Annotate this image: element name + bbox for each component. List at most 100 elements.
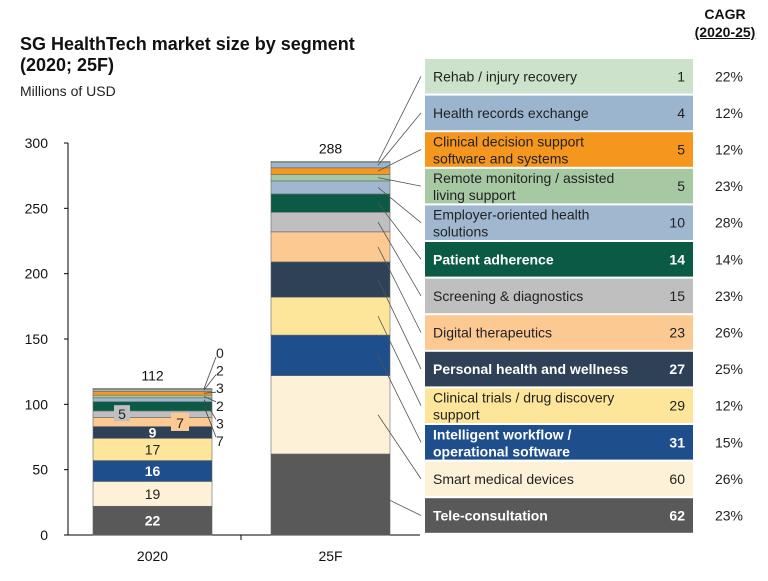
bar-segment (92, 481, 213, 507)
data-label: 2 (216, 398, 224, 414)
legend-label: Health records exchange (433, 105, 589, 121)
legend-value: 60 (669, 471, 685, 487)
legend-box (425, 132, 693, 167)
bar-segment (92, 401, 213, 412)
data-label: 7 (216, 433, 224, 449)
cagr-value: 12% (715, 105, 743, 121)
leader-line (203, 391, 217, 394)
connector-line (377, 187, 422, 224)
legend-box (425, 425, 693, 460)
bar-segment (270, 375, 391, 455)
data-label: 3 (216, 415, 224, 431)
bar-segment (270, 334, 391, 376)
connector-line (377, 315, 422, 406)
bar-segment (92, 390, 213, 396)
bar-segment (270, 167, 391, 175)
legend-label: Employer-oriented health (433, 207, 589, 223)
cagr-value: 26% (715, 471, 743, 487)
y-tick-label: 150 (25, 331, 49, 347)
cagr-value: 12% (715, 142, 743, 158)
cagr-value: 14% (715, 251, 743, 267)
bar-segment (92, 388, 213, 390)
legend-label: software and systems (433, 151, 568, 167)
legend-box (425, 242, 693, 277)
bar-segment (270, 211, 391, 233)
connector-line (377, 494, 422, 516)
connector-line (377, 76, 422, 163)
legend-box (425, 498, 693, 533)
bar-segment (270, 180, 391, 195)
legend-box (425, 388, 693, 423)
cagr-value: 23% (715, 178, 743, 194)
legend-label: Smart medical devices (433, 471, 574, 487)
legend-value: 15 (669, 288, 685, 304)
x-tick-label: 2020 (137, 548, 168, 564)
data-label: 0 (216, 345, 224, 361)
legend-value: 5 (677, 178, 685, 194)
legend-value: 62 (669, 508, 685, 524)
leader-line (203, 399, 217, 420)
bar-segment (270, 174, 391, 182)
connector-line (377, 112, 422, 166)
data-label: 3 (216, 380, 224, 396)
data-label: 2 (216, 363, 224, 379)
connector-line (377, 221, 422, 297)
connector-line (377, 246, 422, 333)
legend-box (425, 95, 693, 131)
data-label: 17 (145, 441, 161, 457)
bar-segment (270, 193, 391, 213)
cagr-value: 25% (715, 361, 743, 377)
bar-segment (270, 231, 391, 263)
cagr-value: 12% (715, 398, 743, 414)
bar-segment (270, 162, 391, 169)
legend-value: 10 (669, 215, 685, 231)
bar-segment (270, 296, 391, 336)
legend-box (425, 278, 693, 314)
legend-label: operational software (433, 443, 570, 459)
connector-line (377, 279, 422, 370)
legend-label: Screening & diagnostics (433, 288, 583, 304)
cagr-value: 28% (715, 215, 743, 231)
chart-subtitle: Millions of USD (20, 83, 116, 99)
legend-box (425, 168, 693, 204)
data-label: 7 (176, 415, 184, 431)
cagr-value: 26% (715, 325, 743, 341)
legend-box (425, 315, 693, 350)
legend-value: 31 (669, 434, 685, 450)
legend-label: living support (433, 187, 516, 203)
legend-box (425, 59, 693, 94)
legend-label: Clinical decision support (433, 134, 584, 150)
legend-value: 1 (677, 68, 685, 84)
bar-segment (270, 261, 391, 298)
cagr-value: 23% (715, 288, 743, 304)
legend-label: Tele-consultation (433, 508, 548, 524)
cagr-header: CAGR (2020-25) (694, 6, 756, 40)
leader-line (203, 356, 217, 389)
leader-line (203, 374, 217, 391)
data-label: 19 (145, 486, 161, 502)
leader-line (203, 406, 217, 438)
legend-label: Intelligent workflow / (433, 426, 572, 442)
cagr-value: 23% (715, 508, 743, 524)
legend-label: support (433, 407, 480, 423)
legend-value: 29 (669, 398, 685, 414)
legend-label: Clinical trials / drug discovery (433, 390, 614, 406)
y-tick-label: 200 (25, 266, 49, 282)
cagr-value: 15% (715, 434, 743, 450)
legend-box (425, 351, 693, 387)
cagr-value: 22% (715, 68, 743, 84)
legend-label: solutions (433, 224, 488, 240)
connector-line (377, 202, 422, 260)
y-tick-label: 100 (25, 396, 49, 412)
bar-segment (92, 397, 213, 403)
bar-segment (270, 160, 391, 163)
connector-line (377, 414, 422, 480)
connector-line (377, 149, 422, 172)
legend-value: 23 (669, 325, 685, 341)
connector-line (377, 355, 422, 443)
connector-line (377, 177, 422, 187)
y-tick-label: 50 (32, 462, 48, 478)
label-box (114, 405, 130, 422)
bar-segment (270, 453, 391, 536)
